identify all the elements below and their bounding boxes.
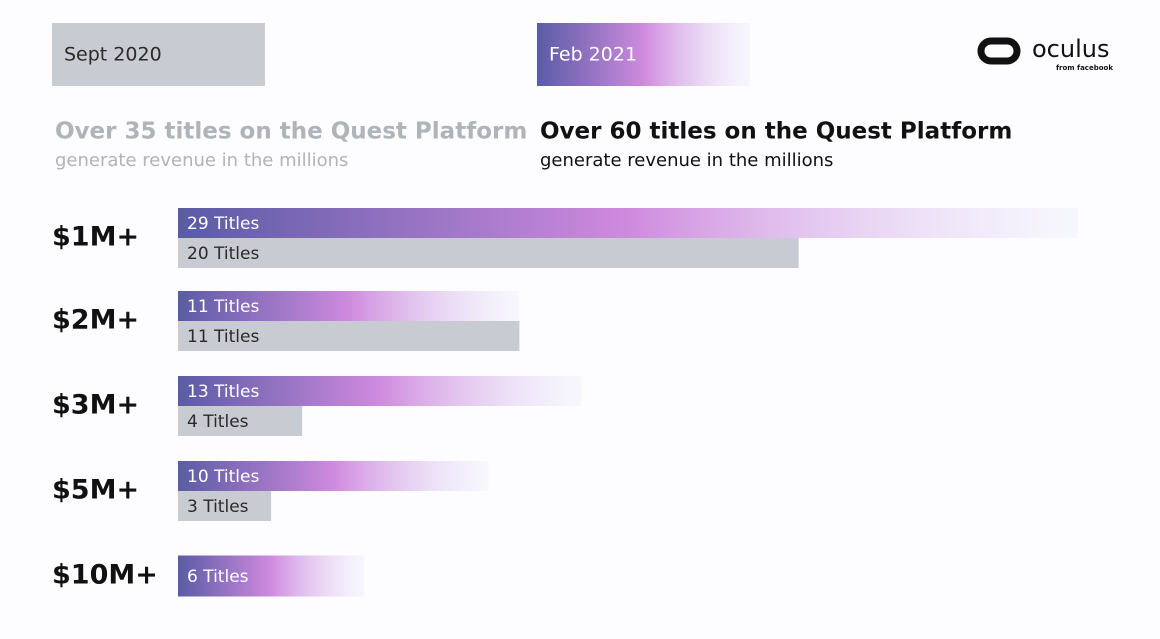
bar: [178, 555, 365, 597]
bar: [178, 208, 1078, 238]
value-label: 20 Titles: [187, 244, 259, 264]
bar: [178, 291, 520, 321]
bar: [178, 461, 489, 491]
headline: Over 60 titles on the Quest Platform: [540, 119, 1012, 145]
value-label: 4 Titles: [187, 412, 249, 432]
headline: Over 35 titles on the Quest Platform: [55, 119, 527, 145]
logo-mark: [977, 37, 1021, 65]
subline: generate revenue in the millions: [540, 150, 833, 171]
logo-name: oculus: [1032, 35, 1109, 63]
value-label: 10 Titles: [187, 467, 259, 487]
value-label: 6 Titles: [187, 567, 249, 587]
bar: [178, 406, 303, 436]
category-label: $2M+: [52, 305, 139, 336]
legend-swatch: [52, 23, 265, 86]
category-label: $3M+: [52, 390, 139, 421]
value-label: 11 Titles: [187, 297, 259, 317]
value-label: 13 Titles: [187, 382, 259, 402]
subline: generate revenue in the millions: [55, 150, 348, 171]
legend-label: Sept 2020: [64, 44, 162, 66]
bar: [178, 491, 272, 521]
category-label: $5M+: [52, 475, 139, 506]
logo-tagline: from facebook: [1056, 64, 1113, 72]
value-label: 11 Titles: [187, 327, 259, 347]
value-label: 29 Titles: [187, 214, 259, 234]
bar: [178, 238, 799, 268]
category-label: $10M+: [52, 560, 158, 591]
legend-label: Feb 2021: [549, 44, 637, 66]
bar: [178, 321, 520, 351]
value-label: 3 Titles: [187, 497, 249, 517]
bar: [178, 376, 582, 406]
legend-swatch: [537, 23, 750, 86]
category-label: $1M+: [52, 222, 139, 253]
